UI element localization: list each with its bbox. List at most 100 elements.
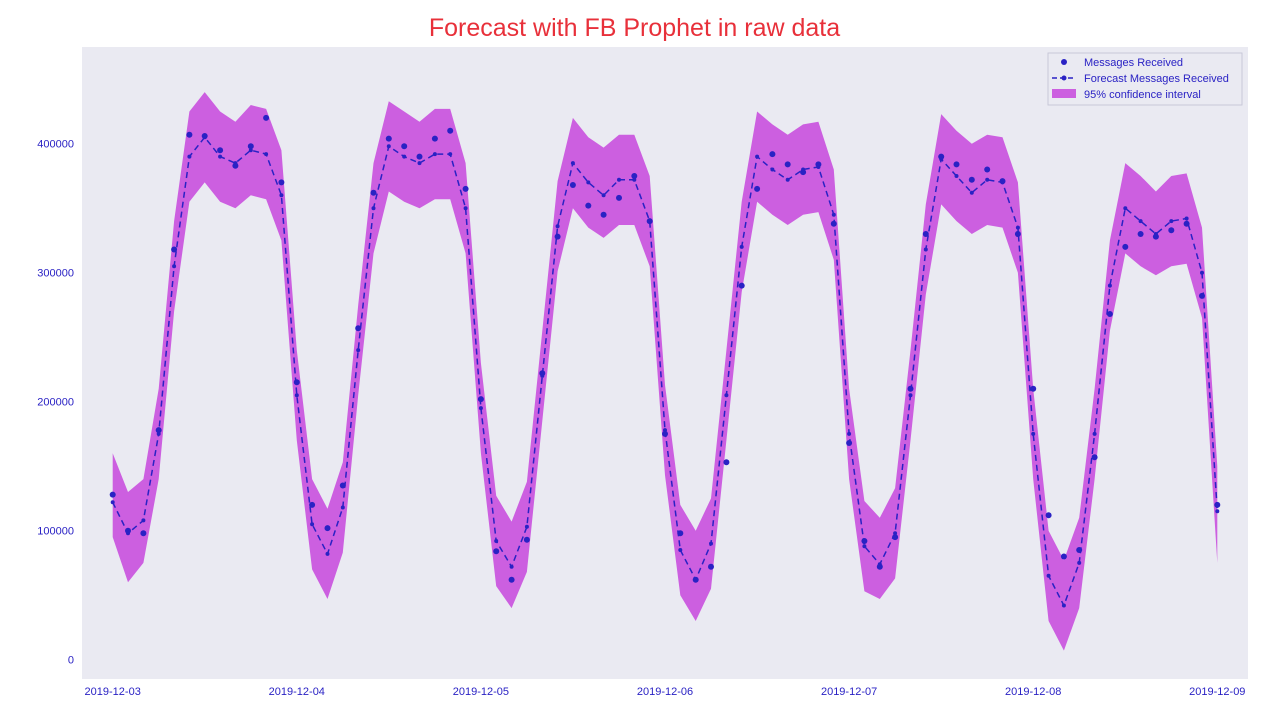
data-point bbox=[155, 427, 162, 434]
data-point bbox=[171, 246, 178, 253]
data-point bbox=[999, 178, 1006, 185]
chart-title: Forecast with FB Prophet in raw data bbox=[428, 14, 841, 42]
forecast-point bbox=[264, 152, 269, 157]
data-point bbox=[140, 530, 147, 537]
forecast-point bbox=[601, 193, 606, 198]
data-point bbox=[723, 459, 730, 466]
data-point bbox=[769, 151, 776, 158]
data-point bbox=[631, 173, 638, 179]
forecast-point bbox=[785, 177, 790, 182]
forecast-point bbox=[678, 548, 683, 552]
forecast-point bbox=[831, 212, 836, 217]
forecast-point bbox=[1169, 219, 1174, 224]
data-point bbox=[431, 135, 438, 142]
forecast-point bbox=[402, 154, 407, 159]
data-point bbox=[309, 501, 316, 508]
forecast-point bbox=[1107, 283, 1112, 288]
forecast-point bbox=[1123, 206, 1128, 211]
points-layer bbox=[109, 114, 1221, 583]
data-point bbox=[708, 563, 714, 570]
data-point bbox=[324, 525, 331, 532]
data-point bbox=[370, 189, 377, 196]
forecast-point bbox=[1184, 216, 1189, 221]
data-point bbox=[217, 147, 224, 154]
data-point bbox=[385, 135, 392, 142]
x-tick-label: 2019-12-07 bbox=[821, 686, 877, 698]
forecast-point bbox=[417, 161, 422, 166]
data-point bbox=[232, 162, 239, 169]
x-tick-label: 2019-12-06 bbox=[637, 686, 693, 698]
forecast-point bbox=[478, 406, 483, 411]
legend-line-dot bbox=[1061, 75, 1067, 81]
forecast-point bbox=[555, 224, 560, 229]
data-point bbox=[339, 482, 346, 489]
x-tick-label: 2019-12-04 bbox=[269, 686, 325, 698]
data-point bbox=[569, 182, 576, 188]
data-point bbox=[861, 538, 868, 544]
data-point bbox=[1122, 243, 1129, 250]
data-point bbox=[876, 563, 883, 570]
forecast-point bbox=[1215, 509, 1220, 514]
legend-label-messages: Messages Received bbox=[1084, 57, 1183, 69]
y-tick-label: 300000 bbox=[37, 268, 74, 280]
data-point bbox=[984, 166, 991, 173]
data-point bbox=[585, 202, 592, 209]
confidence-band bbox=[112, 92, 1218, 651]
data-point bbox=[968, 176, 975, 183]
data-point bbox=[1168, 227, 1175, 234]
forecast-point bbox=[371, 206, 376, 211]
data-point bbox=[462, 185, 469, 192]
forecast-point bbox=[356, 348, 361, 353]
data-point bbox=[1045, 512, 1052, 519]
legend-label-confidence: 95% confidence interval bbox=[1084, 89, 1201, 101]
forecast-point bbox=[739, 244, 744, 249]
forecast-point bbox=[310, 522, 315, 527]
data-point bbox=[416, 153, 423, 160]
forecast-point bbox=[923, 247, 928, 252]
y-tick-label: 100000 bbox=[37, 526, 74, 538]
data-point bbox=[1106, 311, 1113, 317]
data-point bbox=[278, 179, 285, 186]
data-point bbox=[1137, 231, 1144, 237]
data-point bbox=[953, 161, 960, 168]
forecast-point bbox=[847, 431, 852, 436]
x-tick-label: 2019-12-09 bbox=[1189, 686, 1245, 698]
y-tick-label: 200000 bbox=[37, 397, 74, 409]
data-point bbox=[186, 131, 193, 138]
forecast-point bbox=[325, 551, 330, 556]
forecast-point bbox=[248, 148, 253, 153]
forecast-point bbox=[340, 505, 345, 510]
data-point bbox=[201, 133, 208, 139]
data-point bbox=[247, 143, 254, 150]
forecast-point bbox=[570, 161, 575, 166]
data-point bbox=[646, 218, 653, 225]
forecast-point bbox=[586, 180, 591, 185]
data-point bbox=[477, 396, 484, 403]
forecast-point bbox=[985, 177, 990, 182]
x-tick-label: 2019-12-03 bbox=[85, 686, 141, 698]
forecast-point bbox=[770, 167, 775, 172]
data-point bbox=[907, 385, 914, 392]
data-point bbox=[692, 576, 699, 583]
data-point bbox=[1214, 501, 1221, 508]
data-point bbox=[846, 440, 853, 446]
data-point bbox=[523, 536, 530, 543]
forecast-point bbox=[709, 541, 713, 546]
data-point bbox=[1199, 292, 1205, 299]
forecast-point bbox=[386, 144, 391, 149]
forecast-point bbox=[617, 177, 621, 182]
y-axis: 0 100000 200000 300000 400000 bbox=[37, 139, 74, 667]
forecast-point bbox=[463, 206, 468, 211]
forecast-point bbox=[1200, 270, 1204, 275]
legend-label-forecast: Forecast Messages Received bbox=[1084, 73, 1229, 85]
data-point bbox=[401, 143, 408, 150]
x-axis: 2019-12-03 2019-12-04 2019-12-05 2019-12-06… bbox=[85, 686, 1246, 698]
forecast-point bbox=[494, 539, 499, 543]
data-point bbox=[554, 233, 561, 240]
forecast-point bbox=[1061, 603, 1066, 608]
data-point bbox=[109, 491, 116, 498]
data-point bbox=[662, 430, 668, 437]
forecast-point bbox=[172, 264, 177, 269]
